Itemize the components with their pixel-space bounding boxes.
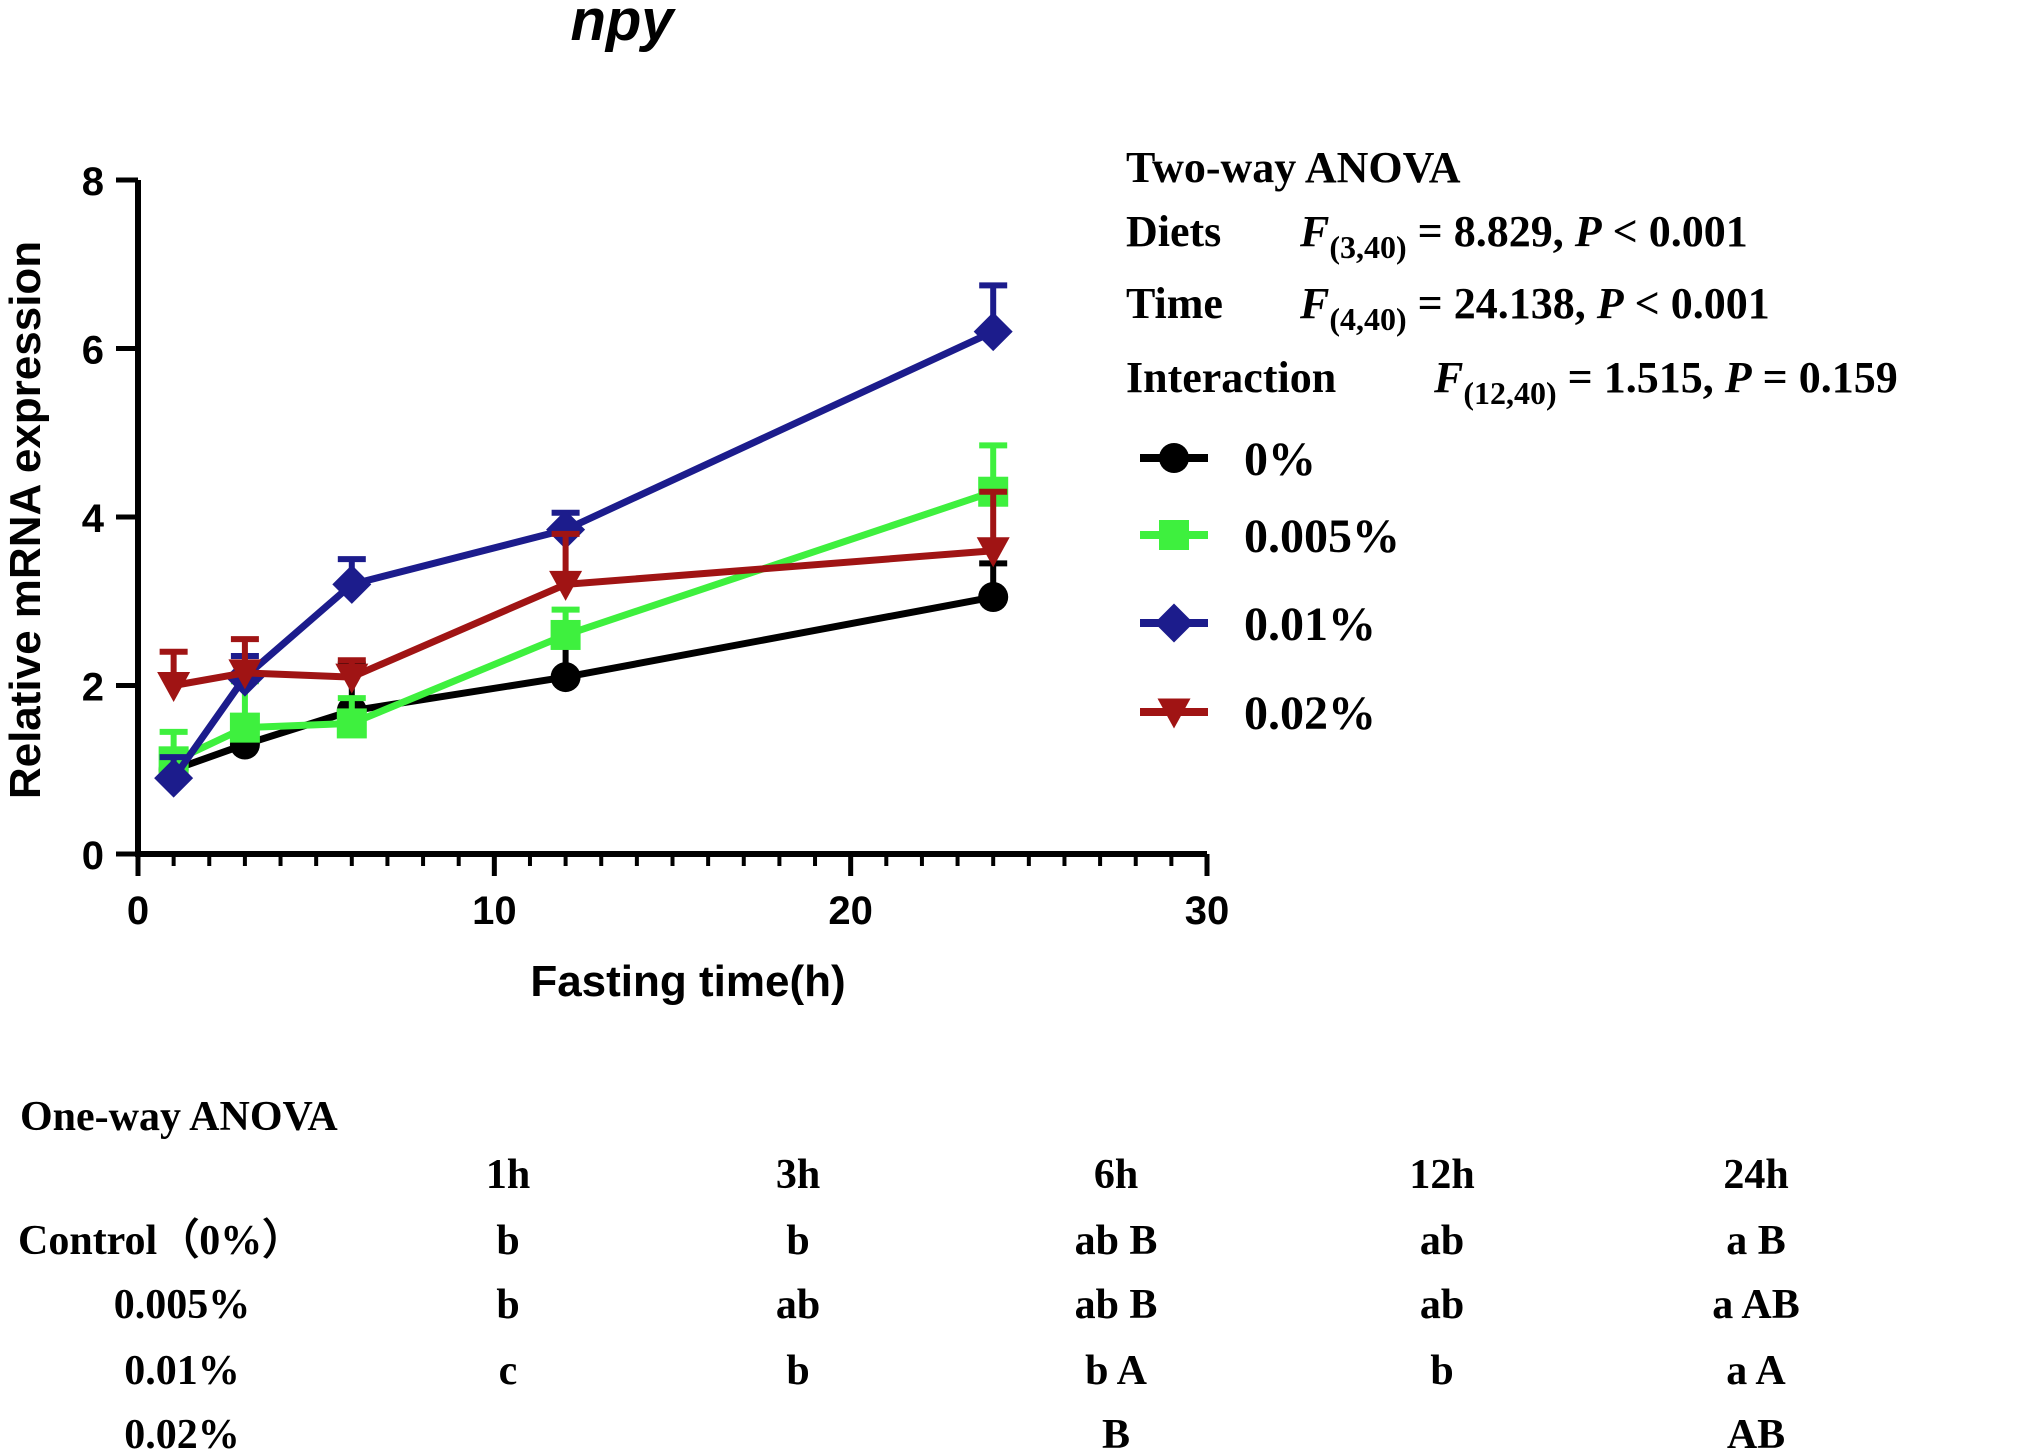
table-cell: a A: [1726, 1348, 1786, 1394]
data-point: [332, 564, 372, 604]
row-label: 0.005%: [114, 1282, 251, 1328]
legend-label: 0.005%: [1244, 510, 1400, 563]
series-0.005%: [158, 442, 1009, 777]
legend-label: 0.02%: [1244, 687, 1376, 740]
column-header: 1h: [486, 1152, 530, 1198]
y-tick-label: 2: [82, 666, 104, 710]
legend-item-0.01%: 0.01%: [1140, 598, 1376, 651]
anova-factor-diets: Diets: [1126, 207, 1221, 256]
series-line: [172, 488, 995, 765]
legend-item-0.02%: 0.02%: [1140, 687, 1376, 740]
table-cell: ab: [1420, 1282, 1464, 1328]
data-point: [549, 570, 583, 601]
anova-factor-interaction: Interaction: [1126, 353, 1336, 402]
two-way-anova: Two-way ANOVA Diets F(3,40) = 8.829, P <…: [1126, 143, 1898, 411]
x-tick-label: 30: [1185, 889, 1230, 933]
legend-label: 0.01%: [1244, 598, 1376, 651]
row-label: Control（0%）: [18, 1217, 304, 1264]
series-line: [172, 593, 994, 774]
one-way-anova-heading: One-way ANOVA: [20, 1094, 338, 1140]
column-header: 24h: [1723, 1152, 1788, 1198]
table-cell: b: [496, 1218, 519, 1264]
anova-stat-diets: F(3,40) = 8.829, P < 0.001: [1299, 207, 1748, 265]
series-0.02%: [157, 488, 1010, 702]
column-header: 6h: [1094, 1152, 1138, 1198]
table-cell: ab B: [1075, 1282, 1158, 1328]
legend-label: 0%: [1244, 433, 1316, 486]
data-point: [978, 582, 1009, 613]
anova-stat-time: F(4,40) = 24.138, P < 0.001: [1299, 279, 1770, 337]
column-header: 3h: [776, 1152, 820, 1198]
data-point: [229, 712, 260, 743]
table-cell: AB: [1727, 1412, 1785, 1454]
legend: 0% 0.005% 0.01% 0.02%: [1140, 433, 1400, 740]
data-point: [336, 708, 367, 739]
data-point: [973, 312, 1013, 352]
table-cell: ab: [1420, 1218, 1464, 1264]
data-point: [976, 537, 1010, 568]
legend-marker: [1157, 698, 1191, 729]
data-point: [546, 510, 586, 550]
legend-item-0.005%: 0.005%: [1140, 510, 1400, 563]
table-cell: a AB: [1712, 1282, 1800, 1328]
table-cell: c: [499, 1348, 518, 1394]
column-header: 12h: [1409, 1152, 1474, 1198]
x-tick-label: 20: [828, 889, 873, 933]
series-0.01%: [154, 282, 1013, 798]
y-axis-label: Relative mRNA expression: [1, 241, 50, 799]
y-tick-label: 8: [82, 160, 104, 204]
y-tick-label: 6: [82, 329, 104, 373]
row-label: 0.01%: [124, 1348, 240, 1394]
chart-title: npy: [570, 0, 676, 53]
data-point: [550, 662, 581, 693]
table-cell: ab: [776, 1282, 820, 1328]
legend-marker: [1154, 603, 1194, 643]
table-cell: B: [1102, 1412, 1130, 1454]
x-axis-label: Fasting time(h): [530, 957, 845, 1006]
table-cell: b: [786, 1348, 809, 1394]
table-cell: b: [1430, 1348, 1453, 1394]
data-point: [157, 672, 191, 702]
one-way-anova-table: One-way ANOVA 1h 3h 6h 12h 24h Control（0…: [18, 1094, 1800, 1454]
x-tick-label: 0: [127, 889, 149, 933]
row-label: 0.02%: [124, 1412, 240, 1454]
data-point: [335, 663, 369, 694]
axes: 0 10 20 30 0 2 4 6 8: [82, 160, 1230, 933]
anova-factor-time: Time: [1126, 279, 1223, 328]
table-cell: b: [786, 1218, 809, 1264]
legend-item-0%: 0%: [1140, 433, 1316, 486]
anova-stat-interaction: F(12,40) = 1.515, P = 0.159: [1433, 353, 1898, 411]
x-tick-label: 10: [472, 889, 517, 933]
y-tick-label: 0: [82, 834, 104, 878]
y-tick-label: 4: [82, 497, 105, 541]
legend-marker: [1159, 520, 1189, 550]
two-way-anova-heading: Two-way ANOVA: [1126, 143, 1461, 192]
series-line: [170, 328, 995, 781]
table-cell: b: [496, 1282, 519, 1328]
data-point: [154, 758, 194, 798]
legend-marker: [1159, 443, 1189, 473]
table-cell: a B: [1726, 1218, 1786, 1264]
data-point: [228, 659, 262, 690]
data-point: [550, 619, 581, 650]
table-cell: b A: [1085, 1348, 1148, 1394]
table-cell: ab B: [1075, 1218, 1158, 1264]
series-layer: [154, 282, 1013, 798]
